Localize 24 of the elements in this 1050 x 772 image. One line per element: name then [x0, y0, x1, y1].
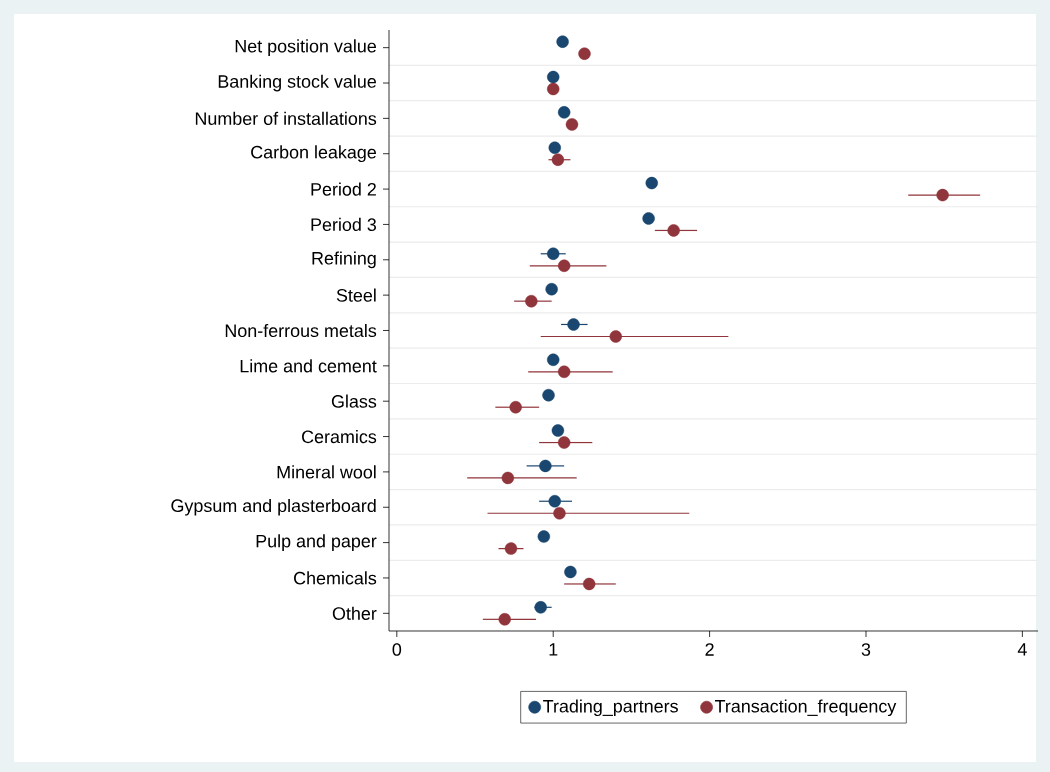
y-tick-label: Glass — [331, 394, 377, 408]
y-tick-label: Refining — [312, 251, 376, 269]
y-tick-label: Mineral wool — [277, 465, 376, 479]
y-tick-label: Non-ferrous metals — [225, 323, 377, 338]
x-tick-label: 2 — [705, 643, 714, 656]
y-tick-label: Banking stock value — [218, 74, 376, 92]
y-tick-label: Chemicals — [294, 571, 377, 585]
y-tick-label: Carbon leakage — [251, 145, 376, 163]
x-tick-label: 1 — [549, 643, 558, 656]
y-tick-label: Number of installations — [195, 111, 377, 125]
y-tick-label: Steel — [336, 288, 376, 302]
y-tick-label: Other — [332, 606, 377, 620]
y-tick-label: Ceramics — [302, 429, 377, 444]
y-tick-label: Pulp and paper — [256, 534, 377, 551]
x-tick-label: 0 — [392, 643, 402, 656]
x-tick-label: 4 — [1017, 643, 1027, 656]
y-tick-label: Period 2 — [311, 182, 376, 196]
legend-label: Transaction_frequency — [714, 699, 897, 717]
y-tick-label: Lime and cement — [240, 359, 377, 373]
y-tick-label: Period 3 — [311, 217, 377, 232]
y-tick-label: Net position value — [235, 39, 376, 57]
x-tick-label: 3 — [861, 643, 871, 656]
legend-label: Trading_partners — [543, 699, 678, 717]
y-tick-label: Gypsum and plasterboard — [171, 498, 376, 516]
